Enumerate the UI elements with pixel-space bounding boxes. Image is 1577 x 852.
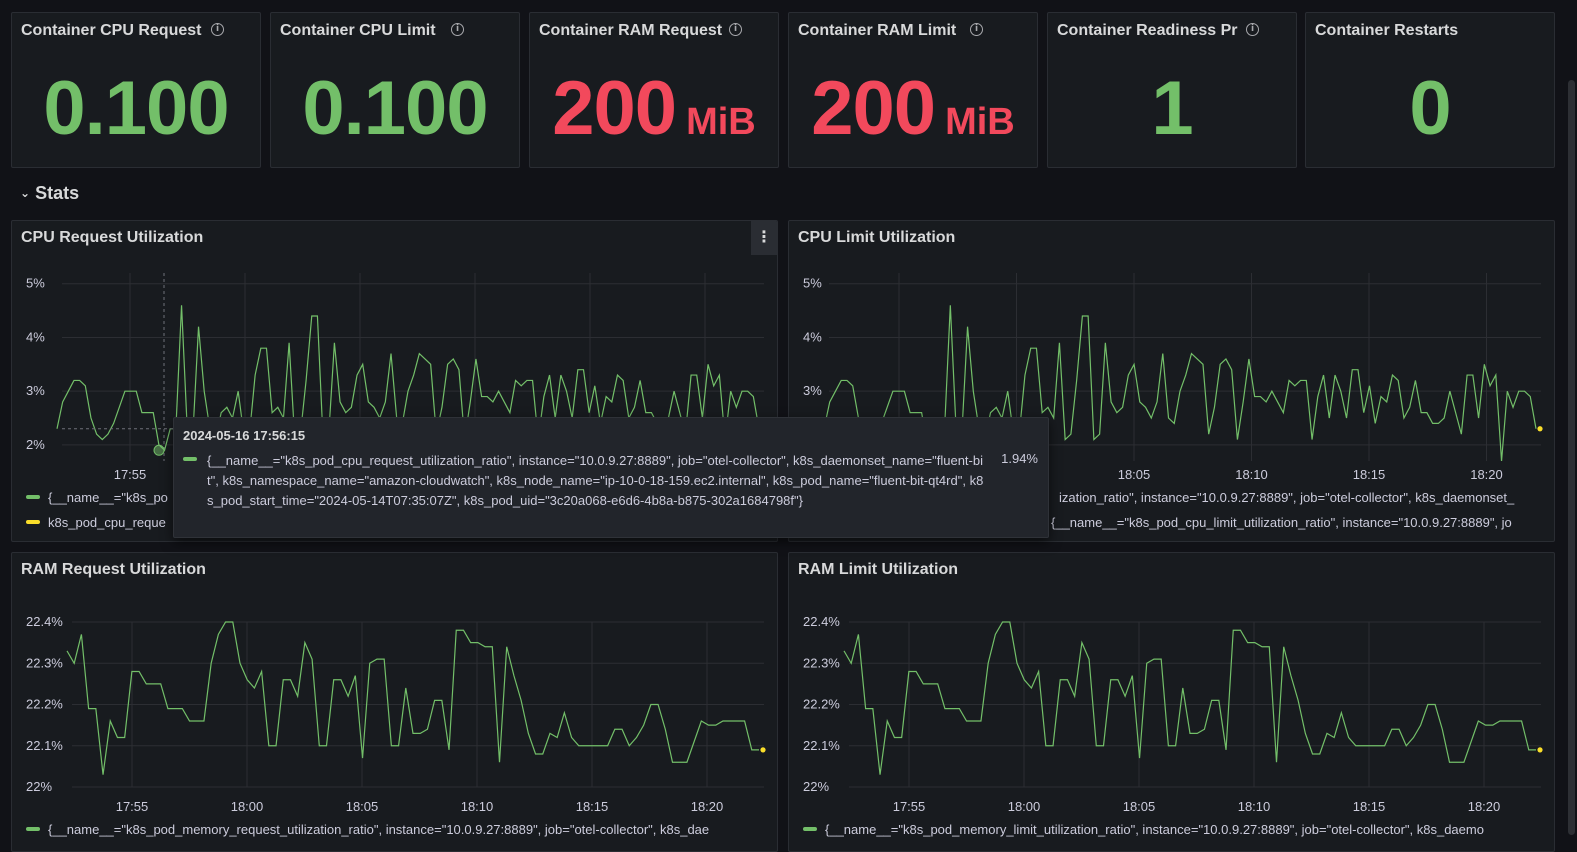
x-tick-label: 18:10 <box>1238 799 1271 814</box>
stat-panel-restarts[interactable]: Container Restarts 0 <box>1305 12 1555 168</box>
x-tick-label: 18:15 <box>1353 467 1386 482</box>
stat-title: Container RAM Limit <box>798 22 957 39</box>
info-icon[interactable]: i <box>729 23 742 36</box>
legend-label: {__name__="k8s_po <box>48 490 168 505</box>
stat-title: Container Readiness Pro <box>1057 22 1238 39</box>
y-tick-label: 22.1% <box>803 738 840 753</box>
tooltip-time: 2024-05-16 17:56:15 <box>183 428 306 443</box>
chart-tooltip: 2024-05-16 17:56:15 {__name__="k8s_pod_c… <box>173 417 1049 538</box>
stat-value: 200 MiB <box>552 66 756 151</box>
current-value-point <box>760 747 766 753</box>
x-tick-label: 18:00 <box>1008 799 1041 814</box>
panel-ram-limit-utilization[interactable]: RAM Limit Utilization 22% 22.1% 22.2% 22.3%… <box>788 552 1555 852</box>
section-row-stats[interactable]: ⌄ Stats <box>20 183 79 204</box>
tooltip-value: 1.94% <box>1001 451 1038 466</box>
y-tick-label: 3% <box>803 383 822 398</box>
panel-title: RAM Request Utilization <box>21 561 206 578</box>
legend-item[interactable]: {__name__="k8s_pod_memory_limit_utilizat… <box>803 822 1484 837</box>
panel-title: CPU Request Utilization <box>21 229 204 246</box>
panel-ram-request-utilization[interactable]: RAM Request Utilization 22% 22.1% 22.2% 22.… <box>11 552 778 852</box>
legend-item[interactable]: {__name__="k8s_pod_memory_request_utiliz… <box>26 822 709 837</box>
chevron-down-icon: ⌄ <box>20 186 31 200</box>
chart-ram-limit[interactable]: 22% 22.1% 22.2% 22.3% 22.4% 17:55 18:00 18:05 18… <box>789 553 1555 852</box>
chart-ram-request[interactable]: 22% 22.1% 22.2% 22.3% 22.4% 17:55 18:00 18:05 18… <box>12 553 778 852</box>
y-tick-label: 4% <box>803 329 822 344</box>
stat-title: Container CPU Limit <box>280 22 436 39</box>
stat-value: 0.100 <box>43 66 229 151</box>
y-tick-label: 22.1% <box>26 738 63 753</box>
legend-swatch <box>26 520 40 524</box>
x-tick-label: 18:20 <box>1468 799 1501 814</box>
y-tick-label: 5% <box>26 276 45 291</box>
legend-item[interactable]: {__name__="k8s_pod_cpu_limit_utilization… <box>1051 515 1512 530</box>
y-tick-label: 4% <box>26 329 45 344</box>
x-tick-label: 18:10 <box>1235 467 1268 482</box>
x-tick-label: 18:20 <box>691 799 724 814</box>
x-tick-label: 18:10 <box>461 799 494 814</box>
y-tick-label: 22.3% <box>803 655 840 670</box>
info-icon[interactable]: i <box>451 23 464 36</box>
stat-panel-cpu-request[interactable]: Container CPU Request i 0.100 <box>11 12 261 168</box>
stat-value: 0.100 <box>302 66 488 151</box>
y-tick-label: 22% <box>26 779 52 794</box>
hover-point <box>153 444 165 456</box>
y-tick-label: 5% <box>803 276 822 291</box>
tooltip-swatch <box>183 457 197 461</box>
x-tick-label: 18:05 <box>1123 799 1156 814</box>
legend-item[interactable]: ization_ratio", instance="10.0.9.27:8889… <box>1059 490 1514 505</box>
series-line[interactable] <box>66 621 759 775</box>
info-icon[interactable]: i <box>1246 23 1259 36</box>
page-scrollbar[interactable] <box>1568 80 1575 835</box>
x-tick-label: 18:20 <box>1470 467 1503 482</box>
panel-menu-button[interactable]: ⋮ <box>751 221 777 255</box>
y-tick-label: 22.4% <box>803 614 840 629</box>
x-tick-label: 17:55 <box>114 467 147 482</box>
tooltip-row: {__name__="k8s_pod_cpu_request_utilizati… <box>183 451 1038 511</box>
y-tick-label: 22.4% <box>26 614 63 629</box>
section-title: Stats <box>35 183 80 203</box>
y-tick-label: 22% <box>803 779 829 794</box>
legend-label: {__name__="k8s_pod_cpu_limit_utilization… <box>1051 515 1512 530</box>
y-tick-label: 3% <box>26 383 45 398</box>
series-line[interactable] <box>843 621 1536 775</box>
panel-title: RAM Limit Utilization <box>798 561 958 578</box>
legend-label: {__name__="k8s_pod_memory_request_utiliz… <box>48 822 710 837</box>
current-value-point <box>1537 747 1543 753</box>
legend-swatch <box>26 495 40 499</box>
x-tick-label: 18:15 <box>576 799 609 814</box>
info-icon[interactable]: i <box>970 23 983 36</box>
stat-panel-ram-request[interactable]: Container RAM Request i 200 MiB <box>529 12 779 168</box>
legend-item[interactable]: {__name__="k8s_po <box>26 490 168 505</box>
stat-value: 1 <box>1151 66 1193 151</box>
x-tick-label: 18:00 <box>231 799 264 814</box>
current-value-point <box>1537 426 1543 432</box>
stat-title: Container RAM Request <box>539 22 723 39</box>
stat-title: Container CPU Request <box>21 22 202 39</box>
legend-swatch <box>803 827 817 831</box>
x-tick-label: 18:05 <box>1118 467 1151 482</box>
stat-value: 200 MiB <box>811 66 1015 151</box>
x-tick-label: 17:55 <box>116 799 149 814</box>
x-tick-label: 18:05 <box>346 799 379 814</box>
x-tick-label: 17:55 <box>893 799 926 814</box>
stat-panel-ram-limit[interactable]: Container RAM Limit i 200 MiB <box>788 12 1038 168</box>
y-tick-label: 22.2% <box>26 697 63 712</box>
legend-label: k8s_pod_cpu_reque <box>48 515 166 530</box>
tooltip-label: {__name__="k8s_pod_cpu_request_utilizati… <box>207 453 984 508</box>
y-tick-label: 2% <box>26 437 45 452</box>
stat-title: Container Restarts <box>1315 22 1459 39</box>
legend-label: {__name__="k8s_pod_memory_limit_utilizat… <box>825 822 1484 837</box>
legend-swatch <box>26 827 40 831</box>
y-tick-label: 22.3% <box>26 655 63 670</box>
legend-item[interactable]: k8s_pod_cpu_reque <box>26 515 166 530</box>
stat-value: 0 <box>1409 66 1451 151</box>
stat-panel-cpu-limit[interactable]: Container CPU Limit i 0.100 <box>270 12 520 168</box>
x-tick-label: 18:15 <box>1353 799 1386 814</box>
info-icon[interactable]: i <box>211 23 224 36</box>
legend-label: ization_ratio", instance="10.0.9.27:8889… <box>1059 490 1515 505</box>
panel-title: CPU Limit Utilization <box>798 229 956 246</box>
y-tick-label: 22.2% <box>803 697 840 712</box>
stat-panel-readiness[interactable]: Container Readiness Pro i 1 <box>1047 12 1297 168</box>
